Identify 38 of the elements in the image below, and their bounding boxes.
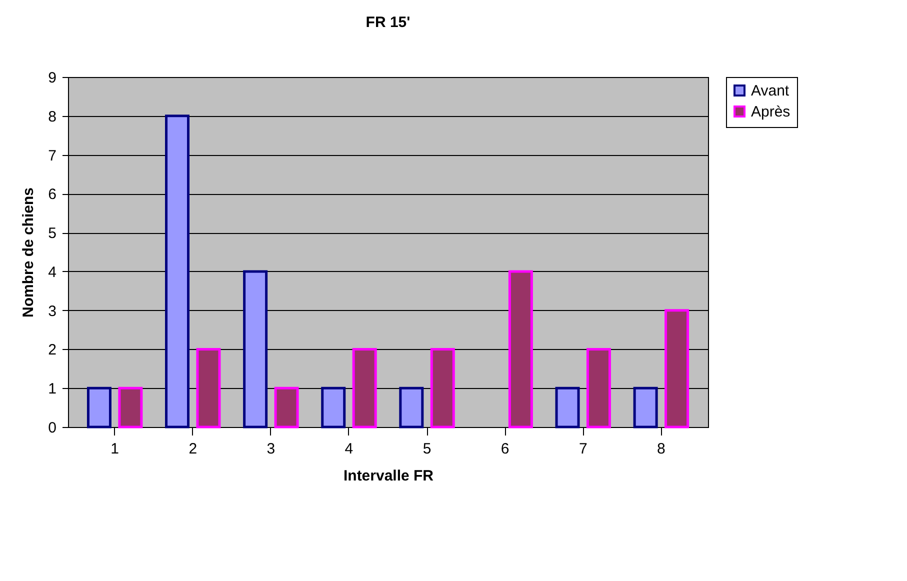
- y-tick-label: 6: [48, 186, 56, 204]
- x-tick-label: 8: [657, 440, 666, 458]
- x-tick-label: 1: [110, 440, 119, 458]
- legend-label: Après: [751, 104, 790, 120]
- legend-label: Avant: [751, 82, 790, 100]
- bar: [196, 348, 221, 428]
- bar: [399, 386, 424, 428]
- bar: [508, 270, 533, 428]
- x-tick-label: 2: [188, 440, 198, 458]
- y-tick-label: 7: [48, 147, 56, 164]
- y-axis-title: Nombre de chiens: [20, 187, 38, 318]
- bar: [165, 114, 190, 428]
- y-tick-label: 1: [48, 380, 56, 398]
- x-tick-label: 3: [266, 440, 276, 458]
- bar: [243, 270, 268, 428]
- y-tick-label: 0: [48, 420, 56, 436]
- bar: [352, 348, 377, 428]
- x-tick-label: 7: [578, 440, 588, 458]
- chart-title: FR 15': [366, 14, 410, 31]
- x-tick-label: 5: [422, 440, 432, 458]
- bar: [118, 386, 143, 428]
- x-tick-label: 4: [344, 440, 354, 458]
- x-axis-title: Intervalle FR: [343, 468, 434, 484]
- bar: [274, 386, 299, 428]
- bar: [86, 386, 112, 428]
- bar: [664, 309, 690, 428]
- y-tick-label: 2: [48, 342, 56, 359]
- x-tick-label: 6: [500, 440, 510, 458]
- y-tick-label: 8: [48, 108, 56, 126]
- y-tick-label: 5: [48, 225, 56, 242]
- bar: [633, 386, 658, 428]
- y-tick-label: 9: [48, 70, 56, 86]
- bar: [430, 348, 455, 428]
- bar: [321, 386, 346, 428]
- y-tick-label: 3: [48, 302, 56, 320]
- bar: [586, 348, 611, 428]
- bar: [555, 386, 580, 428]
- y-tick-label: 4: [48, 264, 56, 281]
